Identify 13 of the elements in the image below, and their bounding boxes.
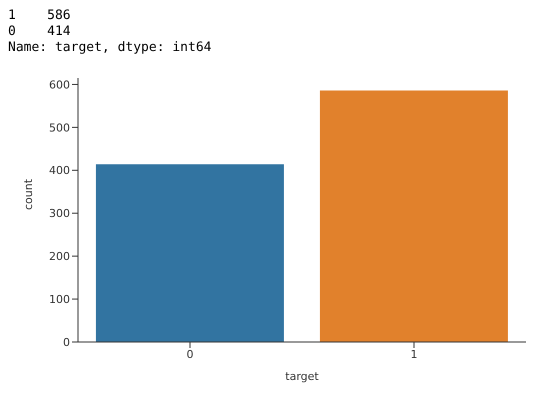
x-axis-title: target: [285, 370, 320, 383]
y-tick-label: 100: [49, 292, 70, 306]
x-tick-label: 1: [410, 348, 418, 361]
text: 1 586: [8, 8, 72, 24]
y-tick-label: 400: [49, 164, 70, 178]
y-tick-label: 0: [63, 336, 70, 349]
text: Name: target, dtype: int64: [8, 40, 212, 56]
y-tick-label: 200: [49, 250, 70, 264]
text: 0 414: [8, 24, 72, 40]
y-tick-label: 500: [49, 121, 70, 134]
y-tick-label: 600: [49, 78, 70, 92]
y-axis-title: count: [22, 178, 35, 210]
y-tick-label: 300: [49, 207, 70, 220]
